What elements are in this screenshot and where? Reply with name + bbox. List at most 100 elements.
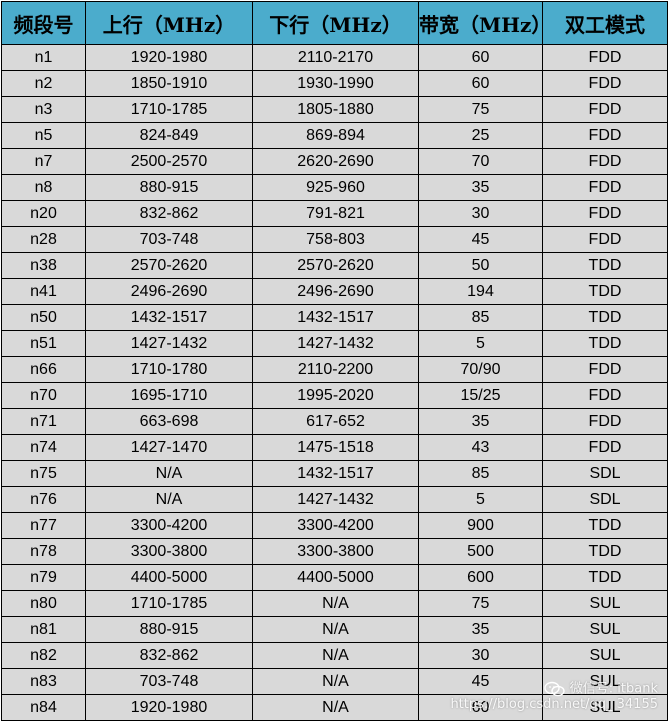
cell-duplex-mode: TDD [542,538,668,565]
cell-downlink: 2570-2620 [252,252,419,279]
cell-band-number: n80 [1,590,86,617]
cell-uplink: 1850-1910 [85,70,253,97]
cell-uplink: 3300-3800 [85,538,253,565]
table-row: n71 663-698 617-652 35 FDD [1,408,668,435]
cell-uplink: 880-915 [85,174,253,201]
table-body: n1 1920-1980 2110-2170 60 FDD n2 1850-1910 1930… [1,44,668,721]
cell-bandwidth: 50 [418,252,543,279]
cell-uplink: 1427-1470 [85,434,253,461]
cell-band-number: n2 [1,70,86,97]
cell-uplink: N/A [85,486,253,513]
cell-uplink: 4400-5000 [85,564,253,591]
table-row: n82 832-862 N/A 30 SUL [1,642,668,669]
cell-band-number: n38 [1,252,86,279]
cell-band-number: n74 [1,434,86,461]
table-row: n7 2500-2570 2620-2690 70 FDD [1,148,668,175]
cell-duplex-mode: FDD [542,356,668,383]
cell-uplink: 1427-1432 [85,330,253,357]
cell-duplex-mode: SUL [542,642,668,669]
cell-uplink: 1920-1980 [85,694,253,721]
cell-uplink: 2500-2570 [85,148,253,175]
cell-downlink: 3300-3800 [252,538,419,565]
cell-duplex-mode: TDD [542,304,668,331]
table-row: n77 3300-4200 3300-4200 900 TDD [1,512,668,539]
cell-bandwidth: 60 [418,70,543,97]
cell-downlink: 1475-1518 [252,434,419,461]
header-duplex-mode: 双工模式 [542,1,668,45]
watermark: 微信号: itbank https://blog.csdn.net/qq_ 34… [450,681,658,714]
cell-band-number: n41 [1,278,86,305]
header-bandwidth: 带宽（MHz） [418,1,543,45]
cell-band-number: n50 [1,304,86,331]
cell-downlink: 1930-1990 [252,70,419,97]
cell-bandwidth: 60 [418,44,543,71]
cell-duplex-mode: FDD [542,382,668,409]
table-row: n2 1850-1910 1930-1990 60 FDD [1,70,668,97]
table-row: n84 1920-1980 N/A 60 SUL [1,694,668,721]
cell-band-number: n66 [1,356,86,383]
cell-band-number: n79 [1,564,86,591]
cell-downlink: 1432-1517 [252,304,419,331]
cell-duplex-mode: SDL [542,486,668,513]
watermark-wechat: 微信号: itbank [450,681,658,698]
wechat-icon [544,681,565,696]
cell-band-number: n8 [1,174,86,201]
cell-duplex-mode: FDD [542,44,668,71]
cell-band-number: n83 [1,668,86,695]
table-row: n74 1427-1470 1475-1518 43 FDD [1,434,668,461]
cell-uplink: 2570-2620 [85,252,253,279]
cell-downlink: N/A [252,694,419,721]
cell-bandwidth: 45 [418,226,543,253]
cell-downlink: 1427-1432 [252,330,419,357]
cell-bandwidth: 25 [418,122,543,149]
cell-duplex-mode: FDD [542,408,668,435]
watermark-line2: https://blog.csdn.net/qq_ 34155 [450,697,658,712]
cell-bandwidth: 194 [418,278,543,305]
cell-band-number: n1 [1,44,86,71]
cell-downlink: 2110-2170 [252,44,419,71]
cell-band-number: n82 [1,642,86,669]
cell-duplex-mode: FDD [542,148,668,175]
cell-band-number: n75 [1,460,86,487]
table-row: n81 880-915 N/A 35 SUL [1,616,668,643]
cell-uplink: 1432-1517 [85,304,253,331]
cell-bandwidth: 30 [418,642,543,669]
cell-duplex-mode: SUL [542,590,668,617]
cell-duplex-mode: FDD [542,96,668,123]
cell-downlink: 1805-1880 [252,96,419,123]
cell-downlink: 1427-1432 [252,486,419,513]
table-row: n76 N/A 1427-1432 5 SDL [1,486,668,513]
cell-downlink: 2496-2690 [252,278,419,305]
table-row: n41 2496-2690 2496-2690 194 TDD [1,278,668,305]
cell-duplex-mode: FDD [542,434,668,461]
cell-band-number: n3 [1,96,86,123]
table-row: n66 1710-1780 2110-2200 70/90 FDD [1,356,668,383]
cell-uplink: 3300-4200 [85,512,253,539]
table-row: n1 1920-1980 2110-2170 60 FDD [1,44,668,71]
cell-bandwidth: 75 [418,590,543,617]
cell-duplex-mode: TDD [542,330,668,357]
cell-bandwidth: 900 [418,512,543,539]
cell-duplex-mode: SDL [542,460,668,487]
cell-downlink: 617-652 [252,408,419,435]
cell-bandwidth: 35 [418,616,543,643]
cell-duplex-mode: FDD [542,200,668,227]
cell-duplex-mode: FDD [542,226,668,253]
cell-downlink: 758-803 [252,226,419,253]
cell-band-number: n51 [1,330,86,357]
cell-band-number: n20 [1,200,86,227]
cell-bandwidth: 43 [418,434,543,461]
table-row: n78 3300-3800 3300-3800 500 TDD [1,538,668,565]
cell-bandwidth: 70/90 [418,356,543,383]
cell-bandwidth: 5 [418,330,543,357]
cell-uplink: 2496-2690 [85,278,253,305]
cell-bandwidth: 85 [418,304,543,331]
cell-bandwidth: 35 [418,408,543,435]
cell-duplex-mode: FDD [542,70,668,97]
cell-downlink: 1995-2020 [252,382,419,409]
cell-uplink: 1710-1780 [85,356,253,383]
cell-band-number: n76 [1,486,86,513]
cell-duplex-mode: TDD [542,278,668,305]
cell-downlink: 791-821 [252,200,419,227]
cell-bandwidth: 75 [418,96,543,123]
